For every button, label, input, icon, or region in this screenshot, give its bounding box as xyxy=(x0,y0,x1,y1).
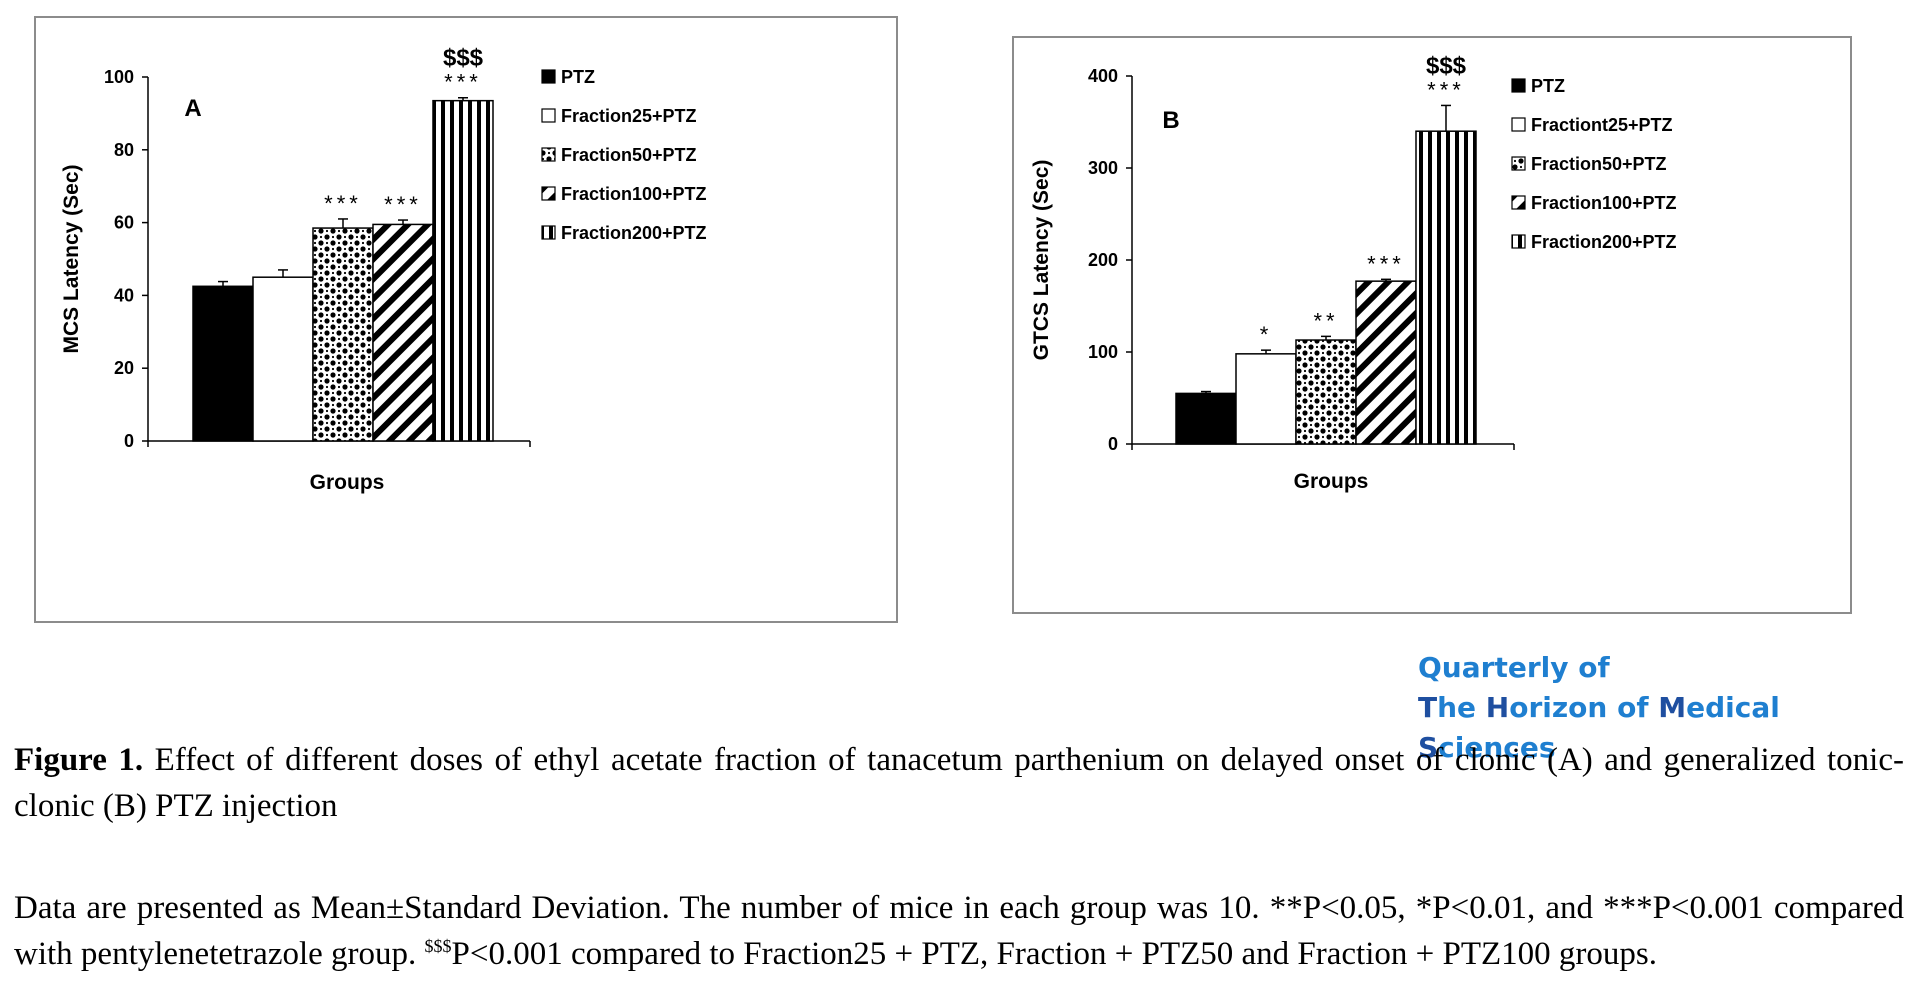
legend-swatch xyxy=(541,147,556,162)
legend-swatch xyxy=(1511,156,1526,171)
chart-a-svg: 0 20 40 60 80 100 MCS Latency (Sec) Groups A *** *… xyxy=(60,45,707,494)
legend-label: Fraction25+PTZ xyxy=(561,106,697,126)
note-superscript: $$$ xyxy=(424,936,452,956)
bar-diagonal xyxy=(1355,280,1417,445)
dollar-marker: $$$ xyxy=(1426,52,1467,79)
chart-panel-b: 0 100 200 300 400 GTCS Latency (Sec) Groups B * *… xyxy=(1012,36,1852,614)
figure-label: Figure 1. xyxy=(14,742,144,778)
bar-vertical xyxy=(432,99,494,442)
y-axis-title: GTCS Latency (Sec) xyxy=(1030,160,1053,361)
legend-swatch xyxy=(541,69,556,84)
bar-solid xyxy=(192,285,254,442)
significance-marker: ** xyxy=(1313,308,1338,333)
brand-text-part: M xyxy=(1658,691,1687,724)
significance-marker: *** xyxy=(324,191,362,216)
bar-solid xyxy=(1175,392,1237,445)
y-tick-label: 0 xyxy=(124,431,134,451)
brand-text-part: H xyxy=(1485,691,1510,724)
y-tick-label: 0 xyxy=(1108,434,1118,454)
chart-panel-a: 0 20 40 60 80 100 MCS Latency (Sec) Groups A *** *… xyxy=(34,16,898,623)
y-tick-label: 40 xyxy=(114,285,134,305)
brand-text-part: orizon of xyxy=(1509,691,1659,724)
brand-line-1: Quarterly of xyxy=(1418,651,1610,684)
y-tick-label: 80 xyxy=(114,140,134,160)
brand-text-part: ciences xyxy=(1438,731,1556,764)
panel-label: B xyxy=(1162,107,1179,134)
legend-label: Fraction50+PTZ xyxy=(1531,154,1667,174)
x-axis-title: Groups xyxy=(1294,470,1369,493)
y-tick-label: 300 xyxy=(1088,158,1118,178)
note-text-1: Data are presented as Mean±Standard Devi… xyxy=(14,890,1904,972)
legend-label: Fraction100+PTZ xyxy=(561,184,707,204)
bar-checker xyxy=(1295,339,1357,445)
y-tick-label: 20 xyxy=(114,358,134,378)
legend-swatch xyxy=(541,225,556,240)
significance-marker: * xyxy=(1260,322,1273,347)
bar-diagonal xyxy=(372,223,434,442)
legend-swatch xyxy=(1511,195,1526,210)
significance-marker: *** xyxy=(1367,251,1405,276)
brand-text-part: S xyxy=(1418,731,1439,764)
y-tick-label: 60 xyxy=(114,213,134,233)
legend-swatch xyxy=(1511,78,1526,93)
y-tick-label: 100 xyxy=(104,67,134,87)
bar-vertical xyxy=(1415,130,1477,445)
y-tick-label: 400 xyxy=(1088,66,1118,86)
bar-white xyxy=(252,276,314,442)
legend-swatch xyxy=(541,186,556,201)
brand-text-part: edical xyxy=(1686,691,1780,724)
journal-brand: Quarterly of The Horizon of Medical Scie… xyxy=(1418,648,1915,768)
y-tick-label: 100 xyxy=(1088,342,1118,362)
figure-caption-text: Effect of different doses of ethyl aceta… xyxy=(14,742,1904,824)
significance-marker: *** xyxy=(1427,77,1465,102)
legend-label: Fraction200+PTZ xyxy=(561,223,707,243)
legend-label: PTZ xyxy=(1531,76,1565,96)
significance-marker: *** xyxy=(384,192,422,217)
legend-label: Fraction200+PTZ xyxy=(1531,232,1677,252)
legend-label: Fraction50+PTZ xyxy=(561,145,697,165)
legend-swatch xyxy=(1511,234,1526,249)
figure-caption: Figure 1. Effect of different doses of e… xyxy=(14,737,1904,829)
y-tick-label: 200 xyxy=(1088,250,1118,270)
figure-note: Data are presented as Mean±Standard Devi… xyxy=(14,885,1904,977)
brand-text-part: T xyxy=(1418,691,1438,724)
significance-marker: *** xyxy=(444,70,482,95)
dollar-marker: $$$ xyxy=(443,45,484,72)
brand-line-2: The Horizon of Medical Sciences xyxy=(1418,688,1915,768)
brand-text-part: he xyxy=(1437,691,1486,724)
bar-white xyxy=(1235,353,1297,445)
panel-label: A xyxy=(184,95,201,122)
note-text-2: P<0.001 compared to Fraction25 + PTZ, Fr… xyxy=(451,936,1657,972)
legend-swatch xyxy=(1511,117,1526,132)
legend-swatch xyxy=(541,108,556,123)
legend-label: Fractiont25+PTZ xyxy=(1531,115,1673,135)
x-axis-title: Groups xyxy=(310,471,385,494)
y-axis-title: MCS Latency (Sec) xyxy=(60,164,83,353)
legend-label: PTZ xyxy=(561,67,595,87)
legend-label: Fraction100+PTZ xyxy=(1531,193,1677,213)
bar-checker xyxy=(312,227,374,442)
